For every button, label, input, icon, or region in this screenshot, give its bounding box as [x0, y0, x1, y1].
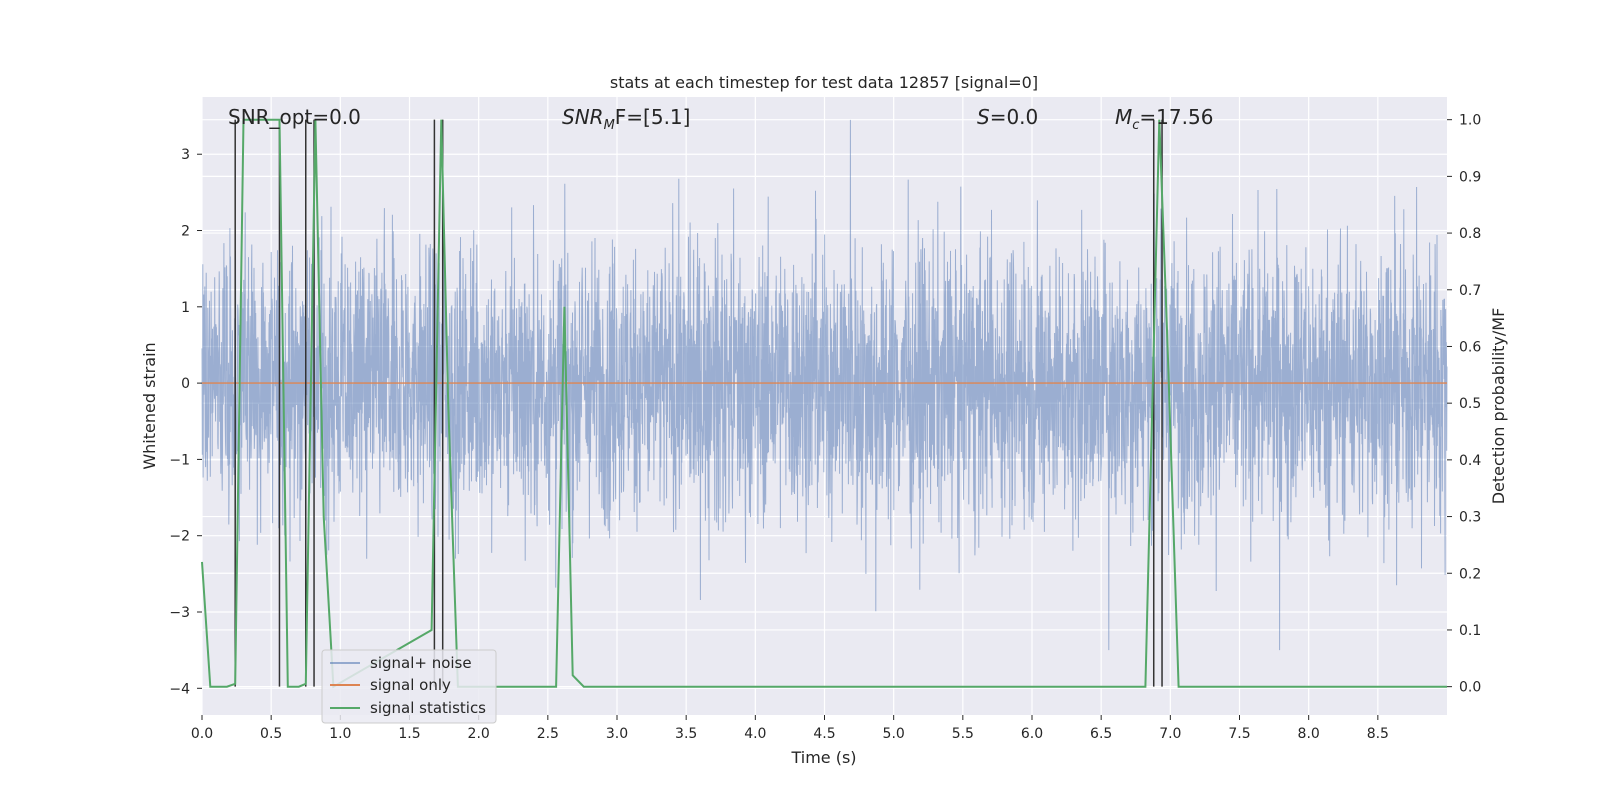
x-tick-label: 6.0 — [1021, 726, 1043, 742]
x-tick-label: 0.0 — [191, 726, 213, 742]
y-tick-label-right: 1.0 — [1459, 113, 1481, 129]
y-tick-label-right: 0.8 — [1459, 226, 1481, 242]
snr-mf-base: SNR — [562, 105, 604, 129]
y-tick-label-left: 3 — [181, 147, 190, 163]
x-tick-label: 5.5 — [952, 726, 974, 742]
x-tick-label: 8.5 — [1367, 726, 1389, 742]
mc-rest: =17.56 — [1139, 105, 1213, 129]
x-axis-label: Time (s) — [790, 748, 856, 767]
x-tick-label: 3.5 — [675, 726, 697, 742]
y-tick-label-right: 0.9 — [1459, 169, 1481, 185]
s-var: S — [977, 105, 990, 129]
y-tick-label-right: 0.3 — [1459, 510, 1481, 526]
y-tick-label-left: 0 — [181, 376, 190, 392]
statistics-line — [201, 118, 1447, 689]
x-tick-label: 7.0 — [1159, 726, 1181, 742]
y-tick-label-left: −2 — [169, 529, 190, 545]
y-axis-label-left: Whitened strain — [140, 342, 159, 469]
annotation-snr-opt: SNR_opt=0.0 — [228, 105, 361, 129]
mc-var: M — [1115, 105, 1132, 129]
y-tick-label-right: 0.7 — [1459, 283, 1481, 299]
legend: signal+ noise signal only signal statist… — [321, 649, 497, 724]
noise-trace — [201, 119, 1448, 651]
legend-box — [321, 649, 497, 724]
annotation-mc: Mc=17.56 — [1115, 105, 1213, 133]
x-tick-label: 2.0 — [468, 726, 490, 742]
x-tick-label: 1.5 — [398, 726, 420, 742]
y-tick-label-right: 0.5 — [1459, 396, 1481, 412]
y-tick-label-left: −4 — [169, 681, 190, 697]
x-tick-label: 7.5 — [1228, 726, 1250, 742]
snr-mf-sub: M — [604, 118, 615, 133]
y-axis-label-right: Detection probability/MF — [1489, 308, 1508, 505]
y-tick-label-right: 0.2 — [1459, 566, 1481, 582]
annotation-snr-mf: SNRMF=[5.1] — [562, 105, 690, 133]
legend-label-noise: signal+ noise — [370, 654, 472, 672]
legend-label-signal-only: signal only — [370, 676, 451, 694]
axis-ticks: 0.0 0.5 1.0 1.5 2.0 2.5 3.0 3.5 4.0 4.5 5.0 5.5 6.0 6… — [169, 113, 1481, 742]
x-tick-label: 3.0 — [606, 726, 628, 742]
x-tick-label: 1.0 — [329, 726, 351, 742]
legend-label-statistics: signal statistics — [370, 699, 486, 717]
snr-mf-rest: F=[5.1] — [615, 105, 691, 129]
x-tick-label: 6.5 — [1090, 726, 1112, 742]
chart-title: stats at each timestep for test data 128… — [610, 73, 1038, 92]
y-tick-label-right: 0.4 — [1459, 453, 1481, 469]
x-tick-label: 8.0 — [1298, 726, 1320, 742]
x-tick-label: 4.5 — [813, 726, 835, 742]
x-tick-label: 0.5 — [260, 726, 282, 742]
y-tick-label-left: −1 — [169, 452, 190, 468]
x-tick-label: 2.5 — [537, 726, 559, 742]
series-signal-statistics — [201, 118, 1447, 689]
y-tick-label-right: 0.6 — [1459, 339, 1481, 355]
series-signal-noise — [201, 119, 1448, 651]
y-tick-label-left: 2 — [181, 224, 190, 240]
annotation-s: S=0.0 — [977, 105, 1038, 129]
x-tick-label: 5.0 — [883, 726, 905, 742]
y-tick-label-left: 1 — [181, 300, 190, 316]
s-rest: =0.0 — [990, 105, 1039, 129]
x-tick-label: 4.0 — [744, 726, 766, 742]
y-tick-label-right: 0.1 — [1459, 623, 1481, 639]
y-tick-label-right: 0.0 — [1459, 680, 1481, 696]
mc-sub: c — [1132, 118, 1139, 133]
y-tick-label-left: −3 — [169, 605, 190, 621]
